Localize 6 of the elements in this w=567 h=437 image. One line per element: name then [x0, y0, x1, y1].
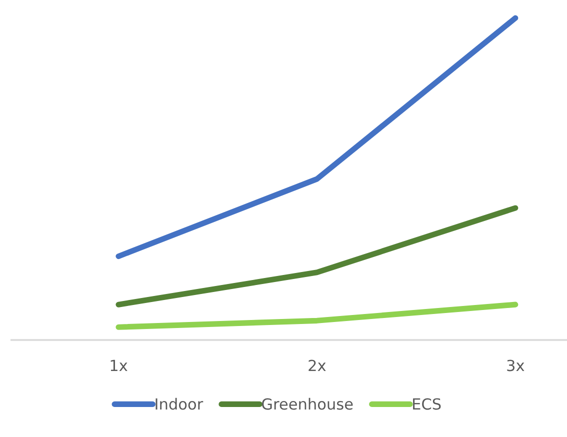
legend-label: ECS — [413, 398, 441, 410]
legend-label: Greenhouse — [262, 398, 353, 410]
x-tick-label: 2x — [308, 360, 326, 372]
legend-label: Indoor — [156, 398, 204, 410]
x-tick-label: 1x — [110, 360, 128, 372]
x-tick-label: 3x — [507, 360, 524, 372]
